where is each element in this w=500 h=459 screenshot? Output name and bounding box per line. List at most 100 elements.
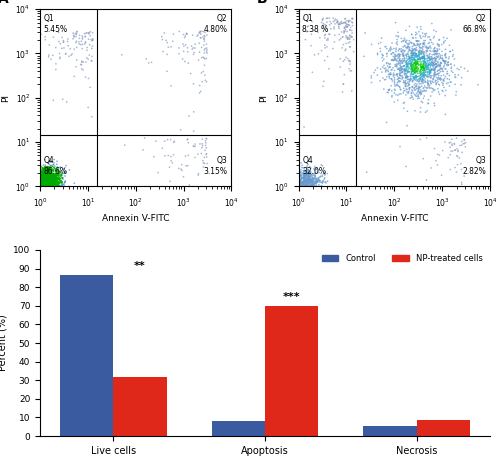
Point	[38, 178, 46, 185]
Point	[412, 83, 420, 90]
Point	[46, 175, 54, 183]
Point	[40, 165, 48, 172]
Point	[436, 76, 444, 83]
Point	[430, 75, 438, 83]
Point	[40, 172, 48, 179]
Point	[36, 183, 44, 190]
Point	[307, 183, 315, 190]
Point	[414, 55, 422, 62]
Point	[46, 178, 54, 185]
Point	[420, 92, 428, 100]
Point	[46, 183, 54, 190]
Point	[308, 177, 316, 184]
Point	[321, 44, 329, 51]
Point	[45, 174, 53, 181]
Point	[46, 170, 54, 178]
Point	[312, 179, 320, 187]
Point	[310, 180, 318, 188]
Point	[41, 183, 49, 190]
Point	[398, 65, 406, 73]
Point	[393, 80, 401, 88]
Point	[438, 48, 446, 55]
Point	[294, 183, 302, 190]
Point	[398, 38, 406, 45]
Point	[42, 172, 50, 179]
Point	[46, 183, 54, 190]
Point	[405, 55, 413, 62]
Point	[51, 180, 59, 188]
Point	[308, 181, 316, 188]
Point	[46, 183, 54, 190]
Point	[306, 180, 314, 187]
Point	[44, 172, 52, 179]
Point	[48, 174, 56, 181]
Point	[420, 70, 428, 78]
Point	[36, 179, 44, 187]
Point	[393, 70, 401, 78]
Point	[299, 174, 307, 182]
Point	[425, 68, 433, 76]
Point	[294, 168, 302, 176]
Point	[36, 176, 44, 184]
Point	[48, 176, 56, 184]
Point	[51, 174, 59, 181]
Point	[53, 178, 61, 185]
Point	[340, 57, 347, 65]
Point	[424, 64, 432, 72]
Point	[64, 35, 72, 43]
Point	[191, 140, 199, 148]
Point	[38, 177, 46, 185]
Point	[48, 175, 56, 182]
Point	[383, 45, 391, 52]
Point	[402, 60, 410, 67]
Point	[304, 172, 312, 179]
Point	[440, 63, 448, 71]
Point	[43, 183, 51, 190]
Point	[42, 178, 50, 185]
Point	[36, 157, 44, 164]
Point	[423, 68, 431, 76]
Point	[406, 78, 413, 85]
Point	[433, 45, 441, 52]
Point	[36, 173, 44, 180]
Point	[42, 180, 50, 188]
Point	[46, 178, 54, 185]
Point	[412, 59, 420, 66]
Point	[418, 75, 426, 83]
Point	[36, 183, 44, 190]
Point	[409, 34, 417, 41]
Point	[46, 179, 54, 187]
Point	[348, 18, 356, 26]
Point	[408, 68, 416, 75]
Point	[53, 176, 61, 184]
Point	[302, 181, 310, 188]
Point	[318, 19, 326, 26]
Point	[346, 32, 354, 39]
Point	[390, 67, 398, 74]
Point	[54, 168, 62, 175]
Point	[405, 41, 413, 48]
Point	[54, 166, 62, 173]
Point	[405, 39, 413, 47]
Point	[42, 175, 50, 182]
Point	[121, 141, 129, 149]
Point	[40, 179, 48, 186]
Point	[44, 174, 52, 181]
Point	[406, 73, 414, 80]
Point	[410, 49, 418, 56]
Point	[40, 171, 48, 178]
Point	[75, 38, 83, 45]
Point	[44, 183, 52, 190]
Point	[36, 178, 44, 185]
Point	[38, 174, 46, 182]
Point	[403, 73, 411, 80]
Point	[44, 164, 52, 171]
Point	[394, 82, 402, 89]
Point	[184, 139, 192, 146]
Point	[40, 183, 48, 190]
Point	[79, 58, 87, 66]
Point	[418, 47, 426, 55]
Point	[427, 48, 435, 55]
Point	[42, 178, 50, 185]
Point	[50, 180, 58, 187]
